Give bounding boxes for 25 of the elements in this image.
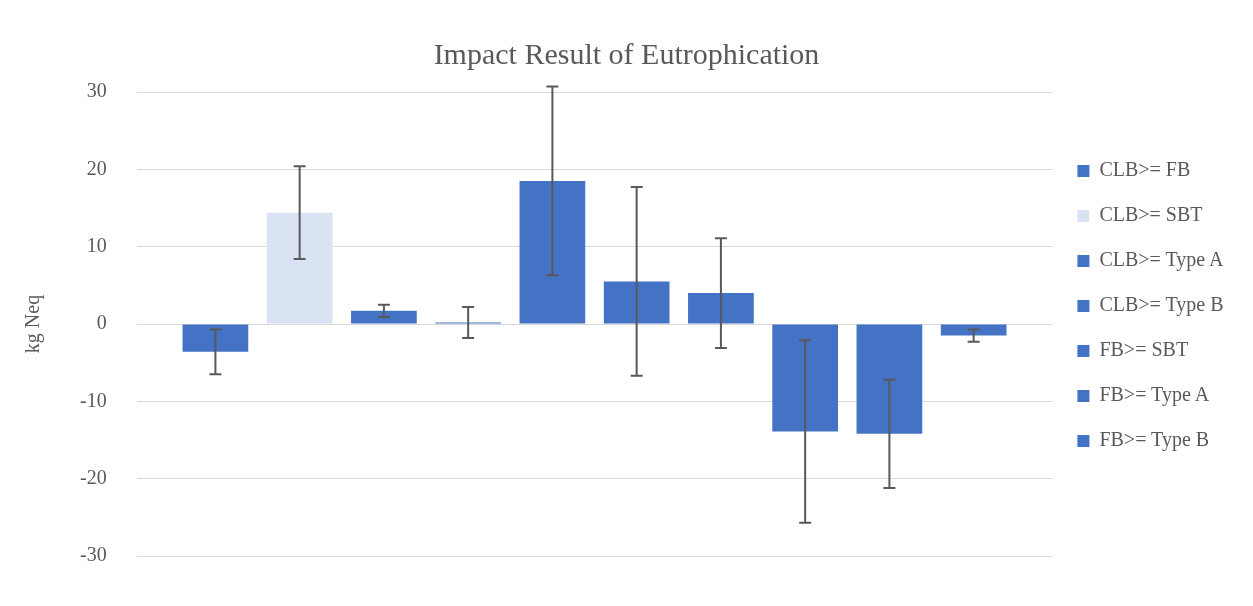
legend-label: CLB>= SBT — [1099, 203, 1203, 226]
y-tick-label: -10 — [79, 388, 107, 411]
bar — [603, 281, 670, 324]
y-tick-label: 20 — [86, 156, 107, 179]
bar — [688, 293, 754, 324]
chart-title: Impact Result of Eutrophication — [433, 36, 820, 70]
y-tick-label: 30 — [86, 79, 107, 102]
legend-label: FB>= Type A — [1099, 383, 1210, 407]
y-tick-label: 10 — [86, 233, 107, 256]
bar — [772, 324, 839, 432]
legend-label: FB>= SBT — [1099, 338, 1189, 361]
y-axis-title: kg Neq — [21, 294, 45, 354]
y-tick-label: -30 — [79, 543, 107, 566]
bar — [266, 212, 333, 324]
legend-label: CLB>= Type A — [1099, 248, 1225, 272]
bar — [351, 310, 417, 324]
y-tick-label: -20 — [79, 465, 107, 488]
y-tick-label: 0 — [96, 311, 107, 334]
bar — [856, 324, 923, 434]
bar — [182, 324, 249, 352]
bar — [940, 324, 1007, 336]
legend-label: FB>= Type B — [1099, 428, 1210, 452]
legend-label: CLB>= FB — [1099, 158, 1191, 181]
bar — [519, 180, 586, 324]
legend-label: CLB>= Type B — [1099, 293, 1224, 317]
